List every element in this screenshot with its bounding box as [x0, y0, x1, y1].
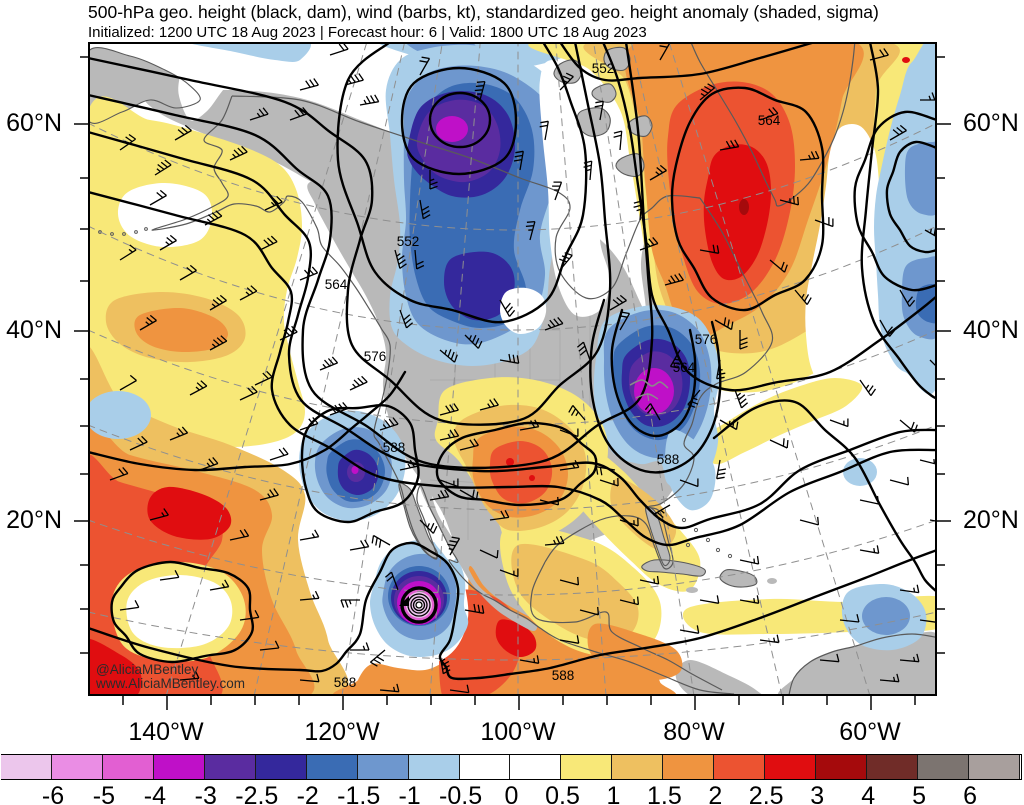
svg-text:576: 576 — [364, 349, 387, 364]
svg-text:552: 552 — [592, 61, 615, 76]
svg-text:552: 552 — [397, 234, 420, 249]
svg-text:588: 588 — [383, 440, 406, 455]
svg-text:564: 564 — [325, 277, 348, 292]
svg-text:@AliciaMBentley: @AliciaMBentley — [96, 662, 198, 677]
svg-text:576: 576 — [695, 332, 718, 347]
svg-text:564: 564 — [758, 113, 781, 128]
svg-text:588: 588 — [657, 452, 680, 467]
svg-text:588: 588 — [552, 668, 575, 683]
svg-text:588: 588 — [334, 675, 357, 690]
svg-text:www.AliciaMBentley.com: www.AliciaMBentley.com — [95, 676, 245, 691]
svg-text:564: 564 — [673, 360, 696, 375]
